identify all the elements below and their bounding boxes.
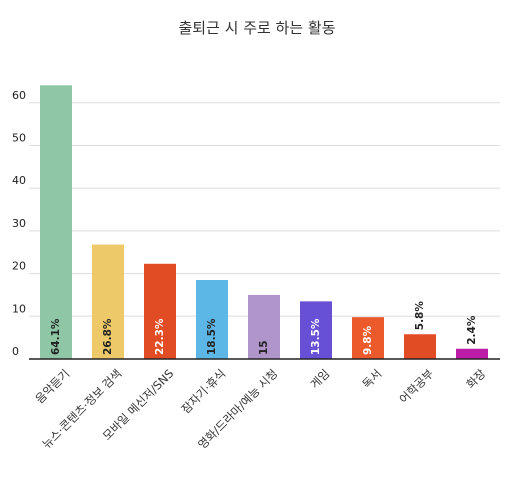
bar xyxy=(456,348,488,359)
category-label: 어학공부 xyxy=(397,366,437,406)
y-tick-label: 40 xyxy=(12,174,26,187)
value-label: 15 xyxy=(258,340,270,355)
y-tick-label: 10 xyxy=(12,302,26,315)
bar xyxy=(144,263,176,359)
value-label: 13.5% xyxy=(310,318,322,355)
value-label: 22.3% xyxy=(154,318,166,355)
category-label: 화장 xyxy=(463,366,488,391)
value-label: 18.5% xyxy=(206,318,218,355)
y-tick-label: 20 xyxy=(12,260,26,273)
bar xyxy=(40,85,72,359)
bar xyxy=(196,280,228,359)
category-label: 음악듣기 xyxy=(33,366,73,406)
grid-layer: 0 10 20 30 40 50 60 xyxy=(12,89,500,358)
value-label: 64.1% xyxy=(50,318,62,355)
category-label: 독서 xyxy=(359,366,384,391)
y-tick-label: 60 xyxy=(12,89,26,102)
bar xyxy=(92,244,124,359)
value-label: 9.8% xyxy=(362,325,374,355)
bar xyxy=(248,294,280,359)
category-label: 게임 xyxy=(307,366,332,391)
value-labels-layer: 64.1% 26.8% 22.3% 18.5% 15 13.5% 9.8% 5.8% 2.4% xyxy=(50,301,478,355)
y-tick-label: 0 xyxy=(12,345,19,358)
bars-layer xyxy=(40,85,488,359)
bar xyxy=(300,301,332,359)
value-label: 2.4% xyxy=(466,315,478,345)
chart-title: 출퇴근 시 주로 하는 활동 xyxy=(178,19,335,37)
value-label: 26.8% xyxy=(102,318,114,355)
bar xyxy=(352,317,384,359)
bar xyxy=(404,334,436,359)
y-tick-label: 30 xyxy=(12,217,26,230)
category-label: 잠자기·휴식 xyxy=(178,366,228,416)
y-tick-label: 50 xyxy=(12,132,26,145)
value-label: 5.8% xyxy=(414,301,426,331)
